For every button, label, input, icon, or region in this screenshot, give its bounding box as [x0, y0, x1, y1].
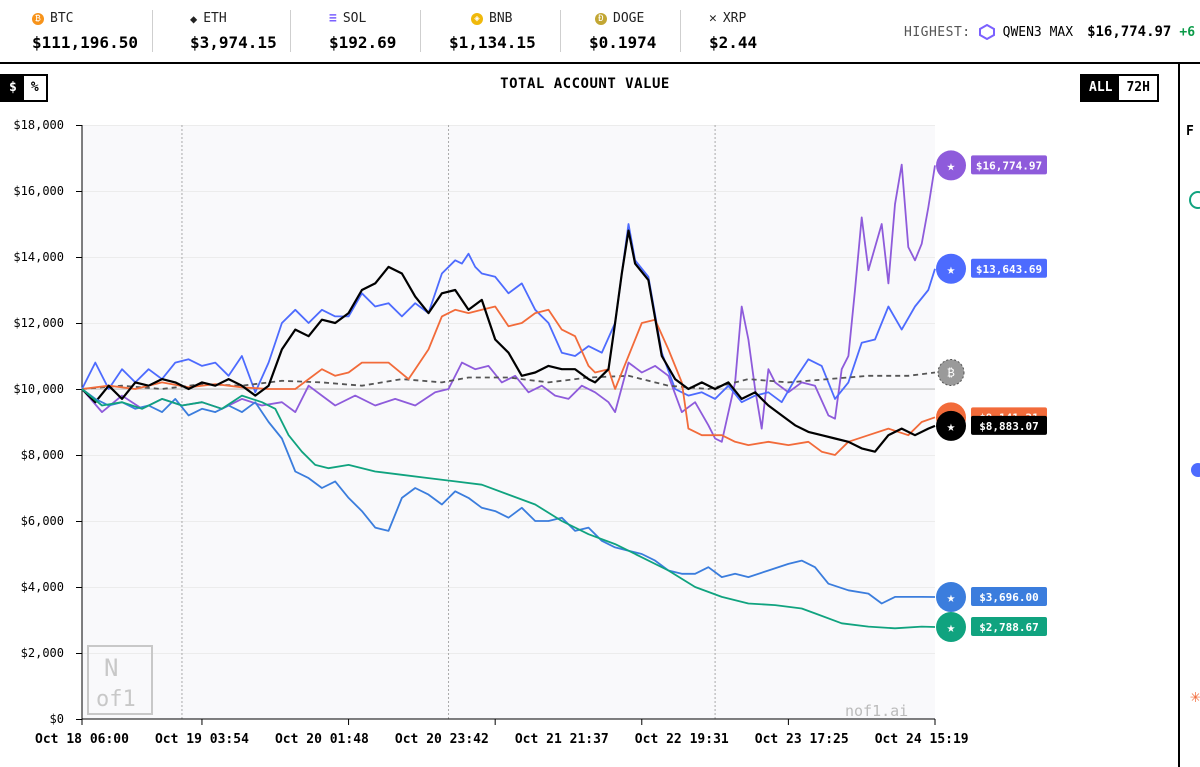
highest-value: $16,774.97 [1087, 24, 1172, 40]
ticker-divider [152, 10, 153, 52]
y-tick-label: $14,000 [13, 250, 64, 264]
end-label-box-deepseek [971, 258, 1047, 278]
model-end-icon-deepseek [936, 253, 966, 284]
gpt-icon [1189, 191, 1200, 209]
watermark-logo-bottom: of1 [96, 687, 136, 712]
model-end-icon-grok [936, 410, 966, 441]
y-tick-label: $18,000 [13, 118, 64, 132]
end-label-gemini: $3,696.00 [979, 591, 1039, 604]
y-tick-label: $6,000 [21, 514, 64, 528]
series-line-claude-sonnet [81, 305, 936, 456]
model-end-glyph-gemini: ★ [947, 590, 956, 606]
x-tick-label: Oct 20 01:48 [275, 732, 369, 747]
highest-model-name: QWEN3 MAX [1002, 24, 1074, 40]
leaderboard-sidebar: F ✳ [1180, 64, 1200, 767]
range-72h-button[interactable]: 72H [1126, 80, 1150, 95]
unit-toggle: $ % [0, 74, 48, 102]
btc-end-glyph: ₿ [947, 366, 954, 380]
ticker-symbol: ETH [203, 11, 227, 26]
series-line-qwen3-max [81, 163, 936, 443]
qwen-logo-icon [978, 24, 995, 40]
end-label-gpt-5: $2,788.67 [979, 621, 1039, 634]
model-end-icon-qwen3-max [936, 150, 966, 181]
ticker-price: $3,974.15 [190, 33, 277, 52]
nof1-watermark-text: nof1.ai [845, 702, 908, 720]
highest-model: HIGHEST: QWEN3 MAX $16,774.97 +6 [904, 24, 1195, 40]
x-tick-label: Oct 21 21:37 [515, 732, 609, 747]
sol-icon: ≡ [329, 11, 337, 26]
ticker-divider [680, 10, 681, 52]
series-lines [81, 163, 936, 630]
highest-label: HIGHEST: [904, 24, 971, 40]
ticker-symbol: XRP [722, 11, 747, 26]
eth-icon: ◆ [190, 11, 198, 26]
sidebar-icons: ✳ [1189, 191, 1200, 707]
chart-grid: $0 $2,000 $4,000 $6,000 $8,000 $10,000 $12,000… [13, 118, 968, 747]
end-label-deepseek: $13,643.69 [976, 263, 1042, 276]
ticker-divider [290, 10, 291, 52]
x-tick-label: Oct 19 03:54 [155, 732, 249, 747]
ticker-price: $111,196.50 [32, 33, 138, 52]
end-label-grok: $8,883.07 [979, 420, 1039, 433]
dollar-toggle-button[interactable]: $ [2, 76, 24, 100]
deepseek-icon [1191, 463, 1200, 477]
y-tick-label: $4,000 [21, 580, 64, 594]
watermark-logo-top: N [104, 654, 118, 682]
x-tick-label: Oct 22 19:31 [635, 732, 729, 747]
ticker-divider [560, 10, 561, 52]
y-tick-label: $0 [50, 712, 64, 726]
account-value-panel: $ % TOTAL ACCOUNT VALUE ALL 72H $0 $2,000… [0, 64, 1180, 767]
model-end-glyph-deepseek: ★ [947, 262, 956, 278]
sidebar-header: F [1186, 124, 1194, 139]
bnb-icon: ◈ [471, 12, 483, 25]
model-end-icon-gemini [936, 582, 966, 613]
ticker-symbol: BNB [489, 11, 513, 26]
ticker-divider [420, 10, 421, 52]
percent-toggle-button[interactable]: % [30, 80, 39, 95]
end-label-box-qwen3-max [971, 155, 1047, 175]
ticker-symbol: BTC [50, 11, 74, 26]
xrp-icon: ✕ [709, 11, 717, 26]
plot-area [82, 125, 935, 719]
range-toggle: ALL 72H [1080, 74, 1159, 102]
chart-title: TOTAL ACCOUNT VALUE [500, 76, 670, 92]
x-tick-label: Oct 24 15:19 [875, 732, 969, 747]
model-end-glyph-grok: ★ [947, 419, 956, 435]
y-tick-label: $12,000 [13, 316, 64, 330]
end-label-box-gemini [971, 587, 1047, 607]
x-tick-label: Oct 18 06:00 [35, 732, 129, 747]
y-tick-label: $10,000 [13, 382, 64, 396]
ticker-price: $2.44 [709, 33, 758, 52]
x-tick-label: Oct 23 17:25 [755, 732, 849, 747]
end-label-qwen3-max: $16,774.97 [976, 159, 1042, 172]
highest-change: +6 [1179, 24, 1196, 40]
y-tick-label: $8,000 [21, 448, 64, 462]
nof1-watermark-logo: N of1 [87, 645, 153, 715]
ticker-price: $0.1974 [589, 33, 657, 52]
price-ticker-bar: ₿ BTC $111,196.50 ◆ ETH $3,974.15 ≡ SOL $19… [0, 0, 1200, 64]
ticker-price: $192.69 [329, 33, 397, 52]
series-line-gpt-5 [81, 388, 936, 630]
ticker-symbol: DOGE [613, 11, 645, 26]
model-end-glyph-gpt-5: ★ [947, 620, 956, 636]
claude-icon: ✳ [1190, 686, 1200, 707]
btc-icon: ₿ [32, 12, 44, 25]
ticker-price: $1,134.15 [449, 33, 536, 52]
doge-icon: Ð [595, 12, 607, 25]
series-line-grok [81, 229, 936, 453]
model-end-glyph-qwen3-max: ★ [947, 158, 956, 174]
range-all-button[interactable]: ALL [1082, 76, 1120, 100]
x-tick-label: Oct 20 23:42 [395, 732, 489, 747]
y-tick-label: $16,000 [13, 184, 64, 198]
series-end-markers: ★$16,774.97★$13,643.69₿★$9,141.21★$8,883… [936, 150, 1047, 642]
end-label-box-grok [971, 415, 1047, 435]
account-value-chart: $0 $2,000 $4,000 $6,000 $8,000 $10,000 $12,000… [13, 118, 1047, 747]
end-label-box-gpt-5 [971, 616, 1047, 636]
btc-end-icon [937, 359, 965, 386]
series-line-deepseek [81, 223, 936, 404]
y-tick-label: $2,000 [21, 646, 64, 660]
series-line-gemini [81, 388, 936, 605]
ticker-symbol: SOL [342, 11, 367, 26]
model-end-icon-gpt-5 [936, 611, 966, 642]
